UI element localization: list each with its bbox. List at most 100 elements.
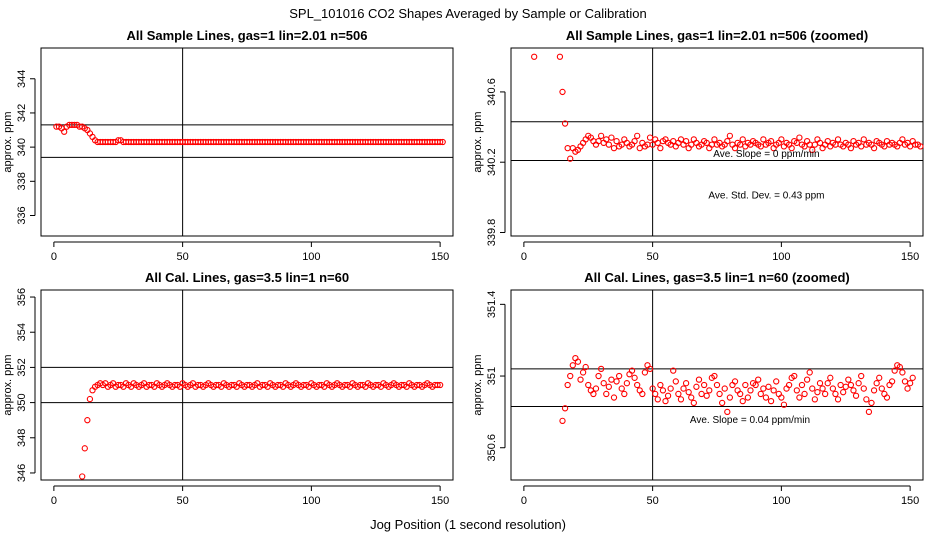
data-point <box>618 385 625 392</box>
data-point <box>863 396 870 403</box>
y-tick-label: 344 <box>16 70 28 88</box>
data-point <box>621 390 628 398</box>
data-point <box>713 381 721 389</box>
data-point <box>628 367 636 374</box>
x-tick-label: 0 <box>51 251 57 263</box>
data-point <box>731 378 739 385</box>
data-point <box>796 394 803 401</box>
data-point <box>906 380 914 387</box>
data-point <box>834 396 842 403</box>
panel-3: All Cal. Lines, gas=3.5 lin=1 n=60 approx… <box>2 270 454 507</box>
data-point <box>716 390 723 398</box>
data-point <box>574 358 582 365</box>
x-tick-label: 100 <box>302 495 320 507</box>
plot-frame <box>40 289 454 481</box>
data-point <box>657 144 664 152</box>
data-point <box>559 417 566 424</box>
data-point <box>608 376 615 383</box>
x-tick-label: 50 <box>177 251 189 263</box>
x-tick-label: 150 <box>431 495 449 507</box>
panel-title: All Sample Lines, gas=1 lin=2.01 n=506 <box>127 28 368 43</box>
data-point <box>860 136 867 143</box>
data-point <box>672 378 679 385</box>
data-point <box>832 390 839 398</box>
data-point <box>706 387 713 394</box>
data-point <box>827 374 834 381</box>
plot-frame <box>510 289 924 481</box>
data-point <box>561 120 569 127</box>
data-point <box>899 136 906 143</box>
data-point <box>670 367 677 374</box>
y-axis-label: approx. ppm <box>2 354 14 415</box>
plot-frame <box>40 47 454 237</box>
data-point <box>631 137 638 145</box>
data-point <box>657 381 664 389</box>
data-point <box>816 380 824 387</box>
data-point <box>901 378 909 385</box>
data-point <box>631 374 638 381</box>
data-point <box>605 383 612 390</box>
data-point <box>755 376 762 383</box>
page-title: SPL_101016 CO2 Shapes Averaged by Sample… <box>289 6 647 21</box>
data-point <box>860 385 867 392</box>
data-point <box>724 137 731 145</box>
data-point <box>567 372 574 380</box>
data-point <box>579 369 587 376</box>
data-point <box>436 138 444 146</box>
data-point <box>773 378 780 385</box>
data-point <box>641 369 649 376</box>
data-point <box>739 397 746 405</box>
annotation: Ave. Std. Dev. = 0.43 ppm <box>708 190 824 201</box>
data-point <box>436 381 444 389</box>
data-point <box>613 137 620 145</box>
data-point <box>814 389 821 396</box>
data-point <box>667 385 674 392</box>
x-axis-label: Jog Position (1 second resolution) <box>370 517 566 532</box>
panel-title: All Cal. Lines, gas=3.5 lin=1 n=60 <box>145 270 349 285</box>
y-tick-label: 340.6 <box>486 78 498 106</box>
x-tick-label: 100 <box>302 251 320 263</box>
y-tick-label: 342 <box>16 104 28 122</box>
y-tick-label: 354 <box>16 323 28 341</box>
annotation: Ave. Slope = 0.04 ppm/min <box>690 415 810 426</box>
data-point <box>79 473 86 480</box>
x-tick-label: 50 <box>647 495 659 507</box>
x-tick-label: 100 <box>772 251 790 263</box>
data-point <box>634 381 641 389</box>
y-tick-label: 339.8 <box>486 219 498 247</box>
data-point <box>896 363 903 371</box>
data-point <box>675 390 682 398</box>
data-point <box>86 395 94 403</box>
data-point <box>711 136 718 143</box>
data-point <box>798 381 806 389</box>
y-tick-label: 346 <box>16 464 28 482</box>
data-point <box>652 390 659 398</box>
data-point <box>760 136 767 143</box>
data-point <box>721 385 728 392</box>
data-point <box>724 408 731 416</box>
data-point <box>852 392 860 399</box>
data-point <box>747 387 754 394</box>
data-point <box>757 390 764 398</box>
data-point <box>868 399 875 407</box>
data-point <box>561 405 569 412</box>
data-point <box>567 155 574 162</box>
x-tick-label: 150 <box>431 251 449 263</box>
data-point <box>613 378 620 385</box>
data-point <box>850 387 857 394</box>
data-point <box>909 374 916 381</box>
data-point <box>904 385 911 392</box>
data-point <box>556 53 564 60</box>
data-point <box>888 378 896 385</box>
data-point <box>590 390 597 398</box>
data-point <box>695 376 703 383</box>
y-tick-label: 351.4 <box>486 291 498 319</box>
data-point <box>693 383 700 390</box>
data-point <box>806 369 813 376</box>
data-point <box>809 146 816 154</box>
data-point <box>439 138 446 146</box>
data-point <box>690 399 697 407</box>
data-point <box>742 381 749 389</box>
panel-2: All Sample Lines, gas=1 lin=2.01 n=506 (… <box>472 28 924 263</box>
